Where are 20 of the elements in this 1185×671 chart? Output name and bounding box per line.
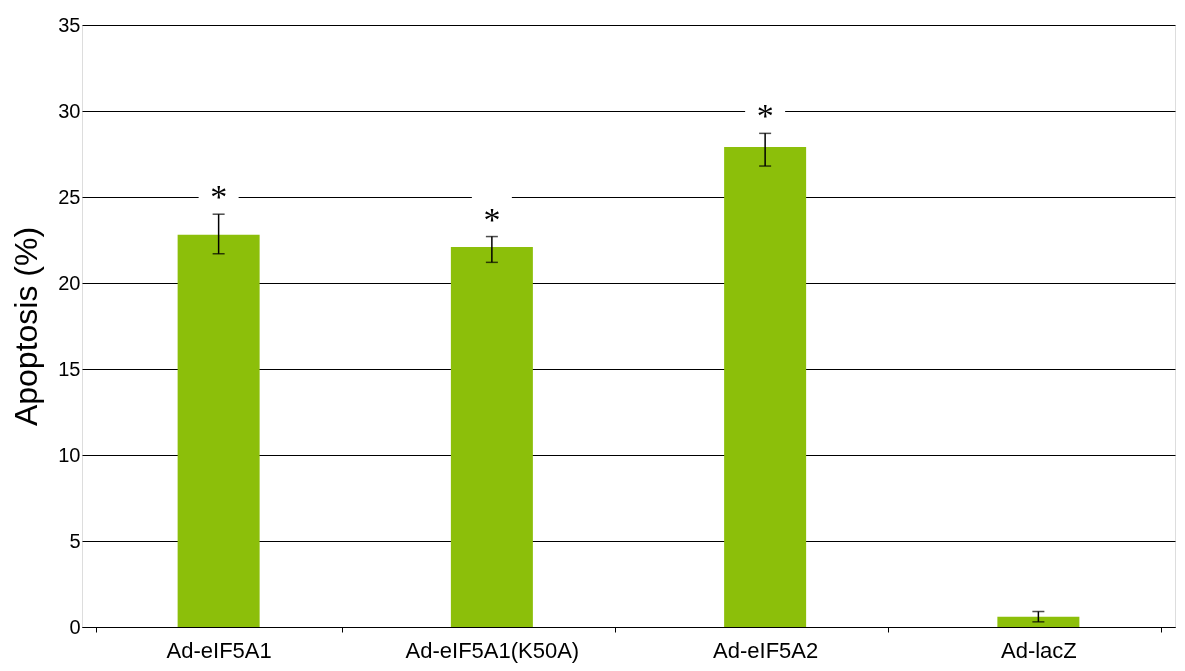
y-tick-label: 15: [58, 357, 81, 380]
y-axis-title: Apoptosis (%): [8, 226, 45, 427]
x-tick-label: Ad-eIF5A1: [166, 637, 272, 663]
y-tick-label: 35: [58, 13, 81, 36]
y-tick-label: 20: [58, 271, 81, 294]
bar: [997, 616, 1080, 627]
bar: [177, 234, 260, 627]
x-tick-label: Ad-eIF5A2: [713, 637, 819, 663]
annotation: *: [483, 200, 501, 238]
y-tick-label: 30: [58, 99, 81, 122]
y-tick-label: 25: [58, 185, 81, 208]
annotation: *: [756, 97, 774, 135]
annotation: *: [210, 178, 228, 216]
bar: [450, 246, 533, 627]
y-tick-label: 5: [69, 529, 81, 552]
y-tick-label: 0: [69, 615, 81, 638]
x-tick-label: Ad-eIF5A1(K50A): [405, 637, 580, 663]
x-tick-label: Ad-lacZ: [1000, 637, 1077, 663]
bar: [724, 147, 807, 627]
y-tick-label: 10: [58, 443, 81, 466]
